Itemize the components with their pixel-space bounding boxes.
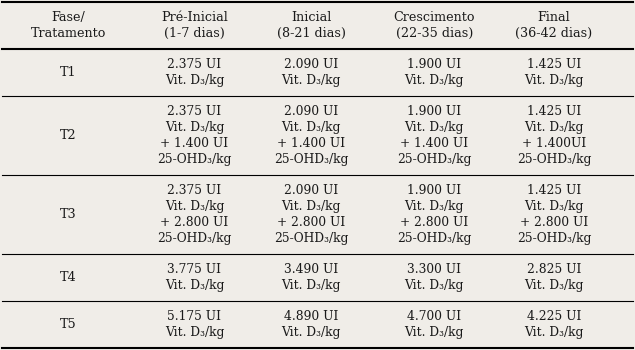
Text: 2.375 UI
Vit. D₃/kg: 2.375 UI Vit. D₃/kg (165, 58, 224, 87)
Text: 1.900 UI
Vit. D₃/kg
+ 1.400 UI
25-OHD₃/kg: 1.900 UI Vit. D₃/kg + 1.400 UI 25-OHD₃/k… (397, 105, 471, 166)
Text: 3.300 UI
Vit. D₃/kg: 3.300 UI Vit. D₃/kg (404, 263, 464, 292)
Text: Crescimento
(22-35 dias): Crescimento (22-35 dias) (394, 11, 475, 40)
Text: 2.375 UI
Vit. D₃/kg
+ 2.800 UI
25-OHD₃/kg: 2.375 UI Vit. D₃/kg + 2.800 UI 25-OHD₃/k… (157, 184, 232, 245)
Text: T4: T4 (60, 271, 77, 284)
Text: 2.375 UI
Vit. D₃/kg
+ 1.400 UI
25-OHD₃/kg: 2.375 UI Vit. D₃/kg + 1.400 UI 25-OHD₃/k… (157, 105, 232, 166)
Text: T2: T2 (60, 129, 77, 142)
Text: Inicial
(8-21 dias): Inicial (8-21 dias) (277, 11, 345, 40)
Text: T1: T1 (60, 66, 77, 79)
Text: 2.090 UI
Vit. D₃/kg
+ 1.400 UI
25-OHD₃/kg: 2.090 UI Vit. D₃/kg + 1.400 UI 25-OHD₃/k… (274, 105, 349, 166)
Text: 3.490 UI
Vit. D₃/kg: 3.490 UI Vit. D₃/kg (281, 263, 341, 292)
Text: Pré-Inicial
(1-7 dias): Pré-Inicial (1-7 dias) (161, 11, 228, 40)
Text: 4.225 UI
Vit. D₃/kg: 4.225 UI Vit. D₃/kg (525, 310, 584, 339)
Text: 2.090 UI
Vit. D₃/kg
+ 2.800 UI
25-OHD₃/kg: 2.090 UI Vit. D₃/kg + 2.800 UI 25-OHD₃/k… (274, 184, 349, 245)
Text: Final
(36-42 dias): Final (36-42 dias) (516, 11, 592, 40)
Text: 2.825 UI
Vit. D₃/kg: 2.825 UI Vit. D₃/kg (525, 263, 584, 292)
Text: Fase/
Tratamento: Fase/ Tratamento (30, 11, 106, 40)
Text: 1.900 UI
Vit. D₃/kg: 1.900 UI Vit. D₃/kg (404, 58, 464, 87)
Text: 2.090 UI
Vit. D₃/kg: 2.090 UI Vit. D₃/kg (281, 58, 341, 87)
Text: T5: T5 (60, 318, 77, 331)
Text: 3.775 UI
Vit. D₃/kg: 3.775 UI Vit. D₃/kg (165, 263, 224, 292)
Text: 4.890 UI
Vit. D₃/kg: 4.890 UI Vit. D₃/kg (281, 310, 341, 339)
Text: 1.425 UI
Vit. D₃/kg
+ 1.400UI
25-OHD₃/kg: 1.425 UI Vit. D₃/kg + 1.400UI 25-OHD₃/kg (517, 105, 591, 166)
Text: 4.700 UI
Vit. D₃/kg: 4.700 UI Vit. D₃/kg (404, 310, 464, 339)
Text: 5.175 UI
Vit. D₃/kg: 5.175 UI Vit. D₃/kg (165, 310, 224, 339)
Text: T3: T3 (60, 208, 77, 221)
Text: 1.425 UI
Vit. D₃/kg
+ 2.800 UI
25-OHD₃/kg: 1.425 UI Vit. D₃/kg + 2.800 UI 25-OHD₃/k… (517, 184, 591, 245)
Text: 1.425 UI
Vit. D₃/kg: 1.425 UI Vit. D₃/kg (525, 58, 584, 87)
Text: 1.900 UI
Vit. D₃/kg
+ 2.800 UI
25-OHD₃/kg: 1.900 UI Vit. D₃/kg + 2.800 UI 25-OHD₃/k… (397, 184, 471, 245)
